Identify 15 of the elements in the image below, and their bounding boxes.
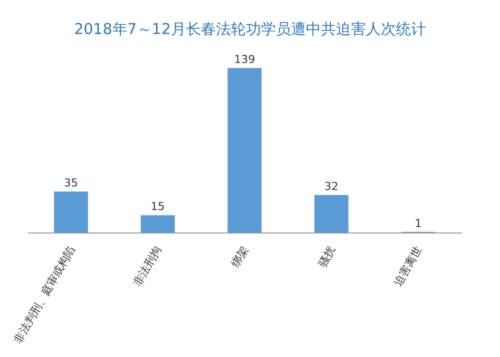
x-tick-label: 迫害离世: [391, 244, 425, 289]
bar: [140, 215, 175, 233]
data-label: 15: [150, 200, 165, 214]
data-label: 32: [324, 180, 338, 194]
bar: [54, 191, 88, 233]
data-label: 1: [414, 216, 422, 230]
x-tick-label: 绑架: [228, 244, 252, 270]
data-label: 35: [64, 176, 78, 190]
bar: [314, 195, 348, 233]
x-tick-label: 非法判刑、庭审或构陷: [11, 244, 78, 346]
x-tick-label: 骚扰: [316, 244, 338, 270]
x-tick-label: 非法刑拘: [131, 244, 164, 289]
data-label: 139: [234, 53, 256, 66]
bar: [228, 68, 262, 233]
chart-title: 2018年7～12月长春法轮功学员遭中共迫害人次统计: [73, 19, 427, 40]
